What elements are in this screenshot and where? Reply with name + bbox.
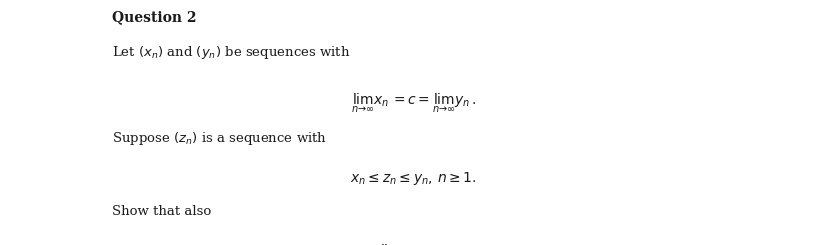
Text: Question 2: Question 2: [112, 10, 196, 24]
Text: Suppose $(z_n)$ is a sequence with: Suppose $(z_n)$ is a sequence with: [112, 130, 327, 147]
Text: Show that also: Show that also: [112, 205, 211, 218]
Text: Let $(x_n)$ and $(y_n)$ be sequences with: Let $(x_n)$ and $(y_n)$ be sequences wit…: [112, 44, 350, 61]
Text: $x_n \leq z_n \leq y_n,\, n \geq 1.$: $x_n \leq z_n \leq y_n,\, n \geq 1.$: [350, 170, 477, 187]
Text: $\lim_{n\rightarrow\infty} x_n = c = \lim_{n\rightarrow\infty} y_n.$: $\lim_{n\rightarrow\infty} x_n = c = \li…: [351, 92, 476, 115]
Text: $\lim_{n\rightarrow\infty} z_n = c.$: $\lim_{n\rightarrow\infty} z_n = c.$: [380, 243, 447, 245]
